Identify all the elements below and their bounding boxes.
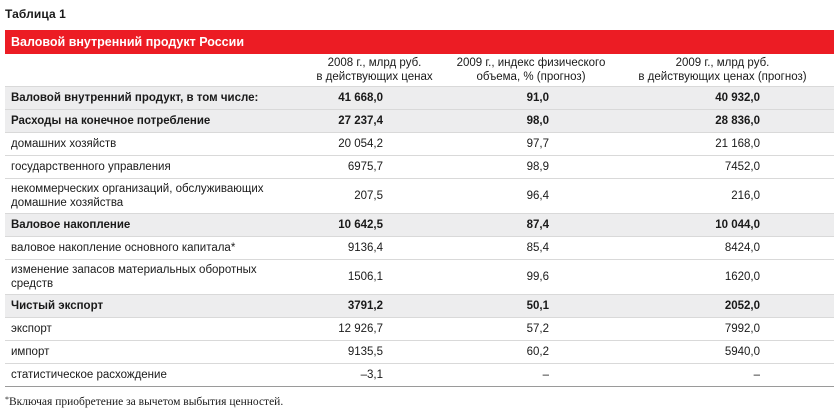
cell-2008: 3791,2 xyxy=(347,300,383,312)
cell-2009: 5940,0 xyxy=(724,346,760,358)
cell-2008: 1506,1 xyxy=(347,271,383,283)
cell-2009: 7992,0 xyxy=(724,323,760,335)
cell-2008: –3,1 xyxy=(360,369,383,381)
row-label: изменение запасов материальных оборотных… xyxy=(5,263,288,291)
footnote: *Включая приобретение за вычетом выбытия… xyxy=(5,396,834,409)
cell-2008: 6975,7 xyxy=(347,161,383,173)
cell-index-2009: 85,4 xyxy=(526,242,549,254)
cell-2008: 9135,5 xyxy=(347,346,383,358)
row-label: Чистый экспорт xyxy=(11,300,104,312)
cell-2009: 40 932,0 xyxy=(715,92,760,104)
row-label-line1: изменение запасов материальных оборотных xyxy=(11,264,257,276)
header-col-2009-line2: в действующих ценах (прогноз) xyxy=(638,71,807,83)
row-label-line1: некоммерческих организаций, обслуживающи… xyxy=(11,183,264,195)
header-col-2008: 2008 г., млрд руб. в действующих ценах xyxy=(288,56,451,84)
cell-2008: 20 054,2 xyxy=(338,138,383,150)
table-row: импорт 9135,5 60,2 5940,0 xyxy=(5,341,834,364)
footnote-mark: * xyxy=(5,395,9,404)
header-col-2009: 2009 г., млрд руб. в действующих ценах (… xyxy=(611,56,834,84)
cell-index-2009: 96,4 xyxy=(526,190,549,202)
cell-2009: 7452,0 xyxy=(724,161,760,173)
cell-index-2009: 97,7 xyxy=(526,138,549,150)
table-row: изменение запасов материальных оборотных… xyxy=(5,260,834,295)
document: Таблица 1 Валовой внутренний продукт Рос… xyxy=(5,0,834,409)
footnote-text: Включая приобретение за вычетом выбытия … xyxy=(9,396,284,408)
row-label: домашних хозяйств xyxy=(11,138,117,150)
table-caption: Таблица 1 xyxy=(5,7,66,21)
cell-2008: 41 668,0 xyxy=(338,92,383,104)
row-label: Валовой внутренний продукт, в том числе: xyxy=(11,92,259,104)
cell-2008: 12 926,7 xyxy=(338,323,383,335)
cell-2009: 1620,0 xyxy=(724,271,760,283)
row-label-line2: домашние хозяйства xyxy=(11,197,124,209)
cell-index-2009: 99,6 xyxy=(526,271,549,283)
cell-2008: 10 642,5 xyxy=(338,219,383,231)
cell-2008: 207,5 xyxy=(354,190,383,202)
table-row: Чистый экспорт 3791,2 50,1 2052,0 xyxy=(5,295,834,318)
cell-2008: 27 237,4 xyxy=(338,115,383,127)
cell-index-2009: 87,4 xyxy=(526,219,549,231)
table-row: статистическое расхождение –3,1 – – xyxy=(5,364,834,387)
cell-index-2009: 60,2 xyxy=(526,346,549,358)
cell-index-2009: – xyxy=(542,369,549,381)
gdp-table: 2008 г., млрд руб. в действующих ценах 2… xyxy=(5,54,834,387)
row-label: государственного управления xyxy=(11,161,171,173)
cell-2009: 8424,0 xyxy=(724,242,760,254)
table-row: некоммерческих организаций, обслуживающи… xyxy=(5,179,834,214)
row-label: экспорт xyxy=(11,323,52,335)
header-col-2008-line1: 2008 г., млрд руб. xyxy=(327,57,422,69)
table-row: экспорт 12 926,7 57,2 7992,0 xyxy=(5,318,834,341)
cell-2009: 21 168,0 xyxy=(715,138,760,150)
table-title: Валовой внутренний продукт России xyxy=(5,30,834,54)
row-label: импорт xyxy=(11,346,50,358)
table-row: валовое накопление основного капитала* 9… xyxy=(5,237,834,260)
cell-2009: – xyxy=(753,369,760,381)
cell-index-2009: 98,0 xyxy=(526,115,549,127)
table-row: Расходы на конечное потребление 27 237,4… xyxy=(5,110,834,133)
cell-index-2009: 98,9 xyxy=(526,161,549,173)
cell-index-2009: 91,0 xyxy=(526,92,549,104)
row-label: статистическое расхождение xyxy=(11,369,167,381)
table-row: Валовое накопление 10 642,5 87,4 10 044,… xyxy=(5,214,834,237)
header-col-2008-line2: в действующих ценах xyxy=(316,71,433,83)
table-header: 2008 г., млрд руб. в действующих ценах 2… xyxy=(5,54,834,87)
row-label: валовое накопление основного капитала* xyxy=(11,242,236,254)
header-col-index-2009: 2009 г., индекс физического объема, % (п… xyxy=(451,56,611,84)
header-col-index-2009-line1: 2009 г., индекс физического xyxy=(456,57,606,69)
header-col-index-2009-line2: объема, % (прогноз) xyxy=(476,71,586,83)
cell-2009: 2052,0 xyxy=(724,300,760,312)
cell-2009: 28 836,0 xyxy=(715,115,760,127)
row-label: некоммерческих организаций, обслуживающи… xyxy=(5,182,288,210)
cell-2009: 216,0 xyxy=(731,190,760,202)
cell-index-2009: 57,2 xyxy=(526,323,549,335)
header-col-2009-line1: 2009 г., млрд руб. xyxy=(675,57,770,69)
cell-index-2009: 50,1 xyxy=(526,300,549,312)
table-row: Валовой внутренний продукт, в том числе:… xyxy=(5,87,834,110)
cell-2008: 9136,4 xyxy=(347,242,383,254)
row-label: Валовое накопление xyxy=(11,219,131,231)
table-row: государственного управления 6975,7 98,9 … xyxy=(5,156,834,179)
row-label: Расходы на конечное потребление xyxy=(11,115,211,127)
cell-2009: 10 044,0 xyxy=(715,219,760,231)
row-label-line2: средств xyxy=(11,278,54,290)
table-row: домашних хозяйств 20 054,2 97,7 21 168,0 xyxy=(5,133,834,156)
